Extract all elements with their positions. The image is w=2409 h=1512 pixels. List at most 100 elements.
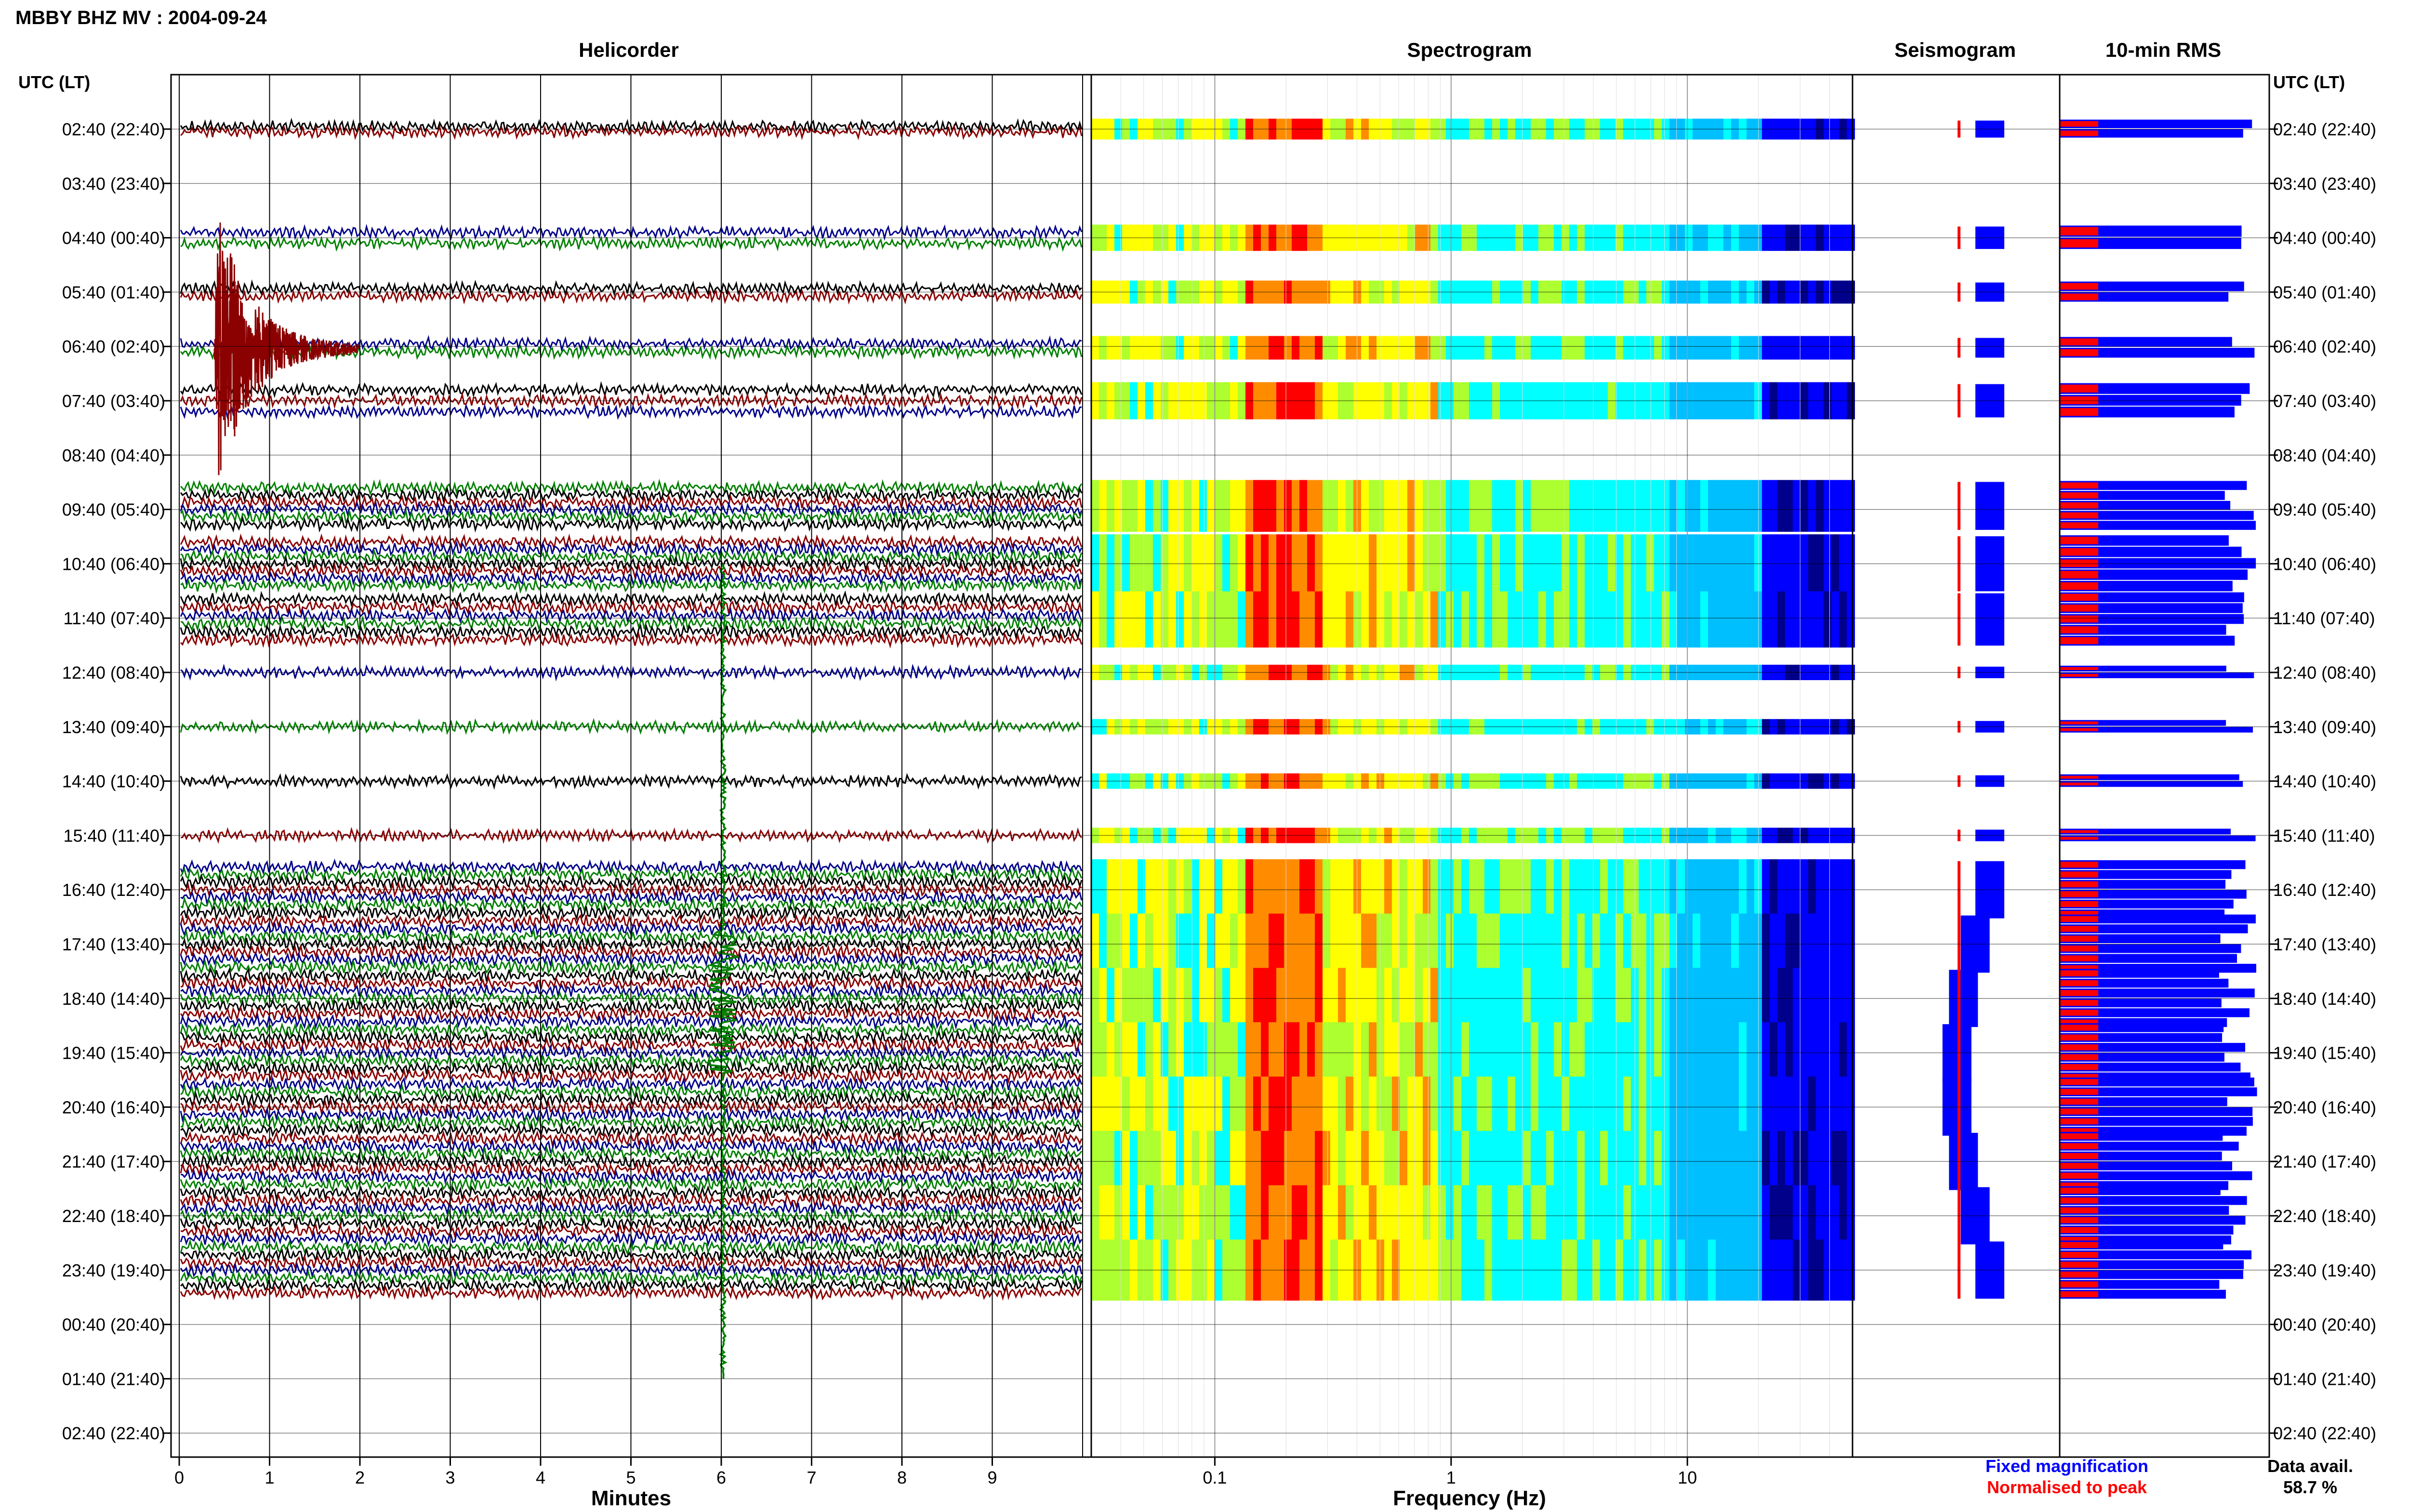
spectrogram-cell: [1731, 591, 1739, 648]
rms-bar-fixed: [2060, 1216, 2246, 1225]
utc-label-right: UTC (LT): [2273, 72, 2345, 92]
spectrogram-cell: [1191, 480, 1200, 532]
spectrogram-cell: [1261, 480, 1269, 532]
rms-bar-fixed: [2060, 635, 2235, 646]
rms-bar-fixed: [2060, 1087, 2257, 1096]
rms-bar-fixed: [2060, 592, 2244, 603]
rms-bar-normalised: [2060, 227, 2098, 236]
rms-bar-normalised: [2060, 782, 2098, 786]
spectrogram-cell: [1153, 336, 1161, 360]
page-title: MBBY BHZ MV : 2004-09-24: [15, 7, 267, 28]
rms-bar-normalised: [2060, 626, 2098, 633]
rms-bar-normalised: [2060, 548, 2098, 556]
spectrogram-cell: [1546, 480, 1554, 532]
seismogram-amplitude: [1975, 593, 2004, 646]
spectrogram-cell: [1615, 591, 1624, 648]
spectrogram-cell: [1523, 480, 1531, 532]
time-label-right: 11:40 (07:40): [2273, 608, 2375, 628]
spectrogram-cell: [1330, 336, 1338, 360]
rms-bar-fixed: [2060, 954, 2237, 963]
time-label-right: 01:40 (21:40): [2273, 1369, 2376, 1389]
rms-bar-fixed: [2060, 383, 2250, 394]
rms-bar-fixed: [2060, 1131, 2223, 1141]
spectrogram-cell: [1600, 480, 1608, 532]
spectrogram-cell: [1800, 480, 1809, 532]
spectrogram-cell: [1608, 591, 1616, 648]
time-label-right: 06:40 (02:40): [2273, 337, 2376, 356]
rms-bar-normalised: [2060, 1034, 2098, 1041]
time-label-right: 10:40 (06:40): [2273, 554, 2376, 574]
spectrogram-cell: [1230, 591, 1238, 648]
spectrogram-cell: [1677, 336, 1685, 360]
spectrogram-cell: [1091, 480, 1099, 532]
rms-bar-normalised: [2060, 721, 2098, 724]
spectrogram-cell: [1446, 480, 1454, 532]
spectrogram-cell: [1623, 591, 1631, 648]
spectrogram-cell: [1330, 480, 1338, 532]
spectrogram-cell: [1138, 336, 1146, 360]
spectrogram-cell: [1184, 591, 1192, 648]
spectrogram-cell: [1577, 480, 1585, 532]
rms-bar-fixed: [2060, 1033, 2223, 1042]
time-label-left: 23:40 (19:40): [62, 1261, 165, 1280]
data-avail-label: Data avail.: [2267, 1456, 2353, 1476]
spectrogram-cell: [1477, 480, 1485, 532]
rms-bar-normalised: [2060, 1163, 2098, 1169]
spectrogram-cell: [1824, 336, 1832, 360]
spectrogram-cell: [1176, 480, 1184, 532]
rms-bar-fixed: [2060, 1023, 2224, 1032]
legend-fixed-magnification: Fixed magnification: [1985, 1456, 2148, 1476]
spectrogram-cell: [1569, 480, 1577, 532]
spectrogram-cell: [1114, 336, 1123, 360]
time-label-left: 17:40 (13:40): [62, 934, 165, 954]
rms-bar-fixed: [2060, 500, 2231, 510]
seismogram-normalised: [1958, 338, 1960, 358]
rms-bar-normalised: [2060, 1079, 2098, 1085]
panel-frame: [2059, 74, 2270, 1458]
time-label-left: 05:40 (01:40): [62, 282, 165, 302]
time-label-left: 20:40 (16:40): [62, 1097, 165, 1117]
time-label-left: 16:40 (12:40): [62, 880, 165, 900]
rms-bar-normalised: [2060, 1187, 2098, 1194]
time-label-left: 01:40 (21:40): [62, 1369, 165, 1389]
time-label-right: 07:40 (03:40): [2273, 391, 2376, 411]
rms-bar-fixed: [2060, 535, 2229, 546]
spectrogram-cell: [1739, 591, 1747, 648]
spectrogram-cell: [1353, 591, 1362, 648]
rms-bar-fixed: [2060, 292, 2229, 302]
minutes-axis-label: Minutes: [591, 1486, 671, 1510]
spectrogram-cell: [1346, 480, 1354, 532]
rms-bar-fixed: [2060, 1206, 2229, 1215]
spectrogram-cell: [1839, 336, 1847, 360]
spectrogram-cell: [1762, 480, 1770, 532]
time-label-left: 15:40 (11:40): [64, 826, 165, 845]
rms-bar-fixed: [2060, 914, 2256, 924]
spectrogram-cell: [1138, 480, 1146, 532]
rms-bar-fixed: [2060, 580, 2233, 592]
spectrogram-cell: [1207, 480, 1215, 532]
time-label-left: 09:40 (05:40): [62, 500, 165, 520]
panel-frame: [1852, 74, 2061, 1458]
time-label-right: 05:40 (01:40): [2273, 282, 2376, 302]
spectrogram-cell: [1384, 591, 1392, 648]
spectrogram-cell: [1392, 336, 1400, 360]
rms-bar-fixed: [2060, 666, 2226, 671]
spectrogram-title: Spectrogram: [1407, 39, 1532, 61]
rms-bar-normalised: [2060, 980, 2098, 986]
minute-tick-label: 9: [987, 1468, 997, 1487]
spectrogram-cell: [1531, 591, 1539, 648]
spectrogram-cell: [1685, 480, 1693, 532]
spectrogram-cell: [1762, 336, 1770, 360]
spectrogram-cell: [1839, 591, 1847, 648]
spectrogram-cell: [1253, 591, 1261, 648]
spectrogram-cell: [1338, 336, 1346, 360]
seismogram-panel: [1942, 120, 2004, 1299]
spectrogram-cell: [1238, 336, 1246, 360]
time-label-right: 22:40 (18:40): [2273, 1206, 2376, 1226]
rms-bar-fixed: [2060, 225, 2242, 237]
frequency-axis: 0.1 1 10: [1203, 1457, 1697, 1487]
rms-bar-normalised: [2060, 1108, 2098, 1115]
rms-bar-normalised: [2060, 1054, 2098, 1061]
spectrogram-cell: [1639, 591, 1647, 648]
rms-bar-fixed: [2060, 978, 2229, 988]
